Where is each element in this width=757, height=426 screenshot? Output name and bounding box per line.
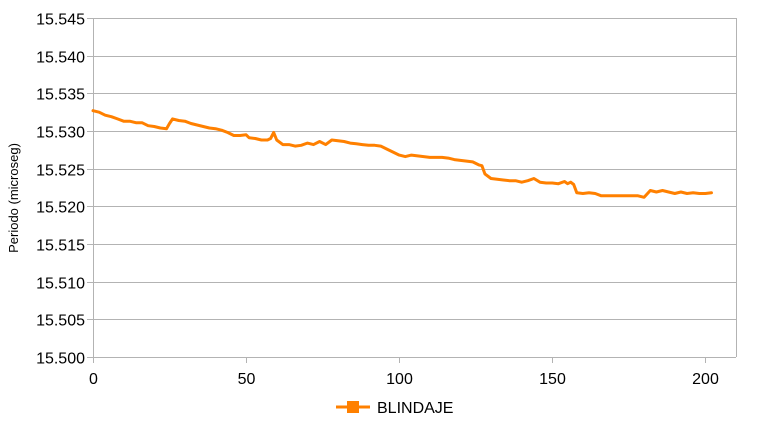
y-axis-label: Periodo (microseg) [6,143,21,253]
y-tick-labels: 15.500 15.505 15.510 15.515 15.520 15.525 15.5… [36,12,85,368]
x-tick-label: 100 [386,371,413,388]
y-tick-label: 15.535 [36,87,85,104]
y-tick-label: 15.505 [36,313,85,330]
y-tick-label: 15.545 [36,12,85,29]
grid-lines [87,18,736,358]
x-tick-label: 150 [539,371,566,388]
y-tick-label: 15.525 [36,163,85,180]
x-tick-label: 200 [692,371,719,388]
y-tick-label: 15.510 [36,276,85,293]
series-line-blindaje [91,109,713,199]
y-tick-label: 15.515 [36,238,85,255]
y-tick-label: 15.500 [36,351,85,368]
axes [93,18,737,363]
x-tick-label: 0 [89,371,98,388]
y-tick-label: 15.520 [36,200,85,217]
y-tick-label: 15.540 [36,50,85,67]
y-tick-label: 15.530 [36,125,85,142]
x-tick-label: 50 [238,371,256,388]
x-tick-labels: 0 50 100 150 200 [89,371,719,388]
series-layer [91,109,713,199]
legend-entry-blindaje: BLINDAJE [377,400,453,417]
legend-square-marker [347,401,359,413]
legend: BLINDAJE [336,400,453,417]
